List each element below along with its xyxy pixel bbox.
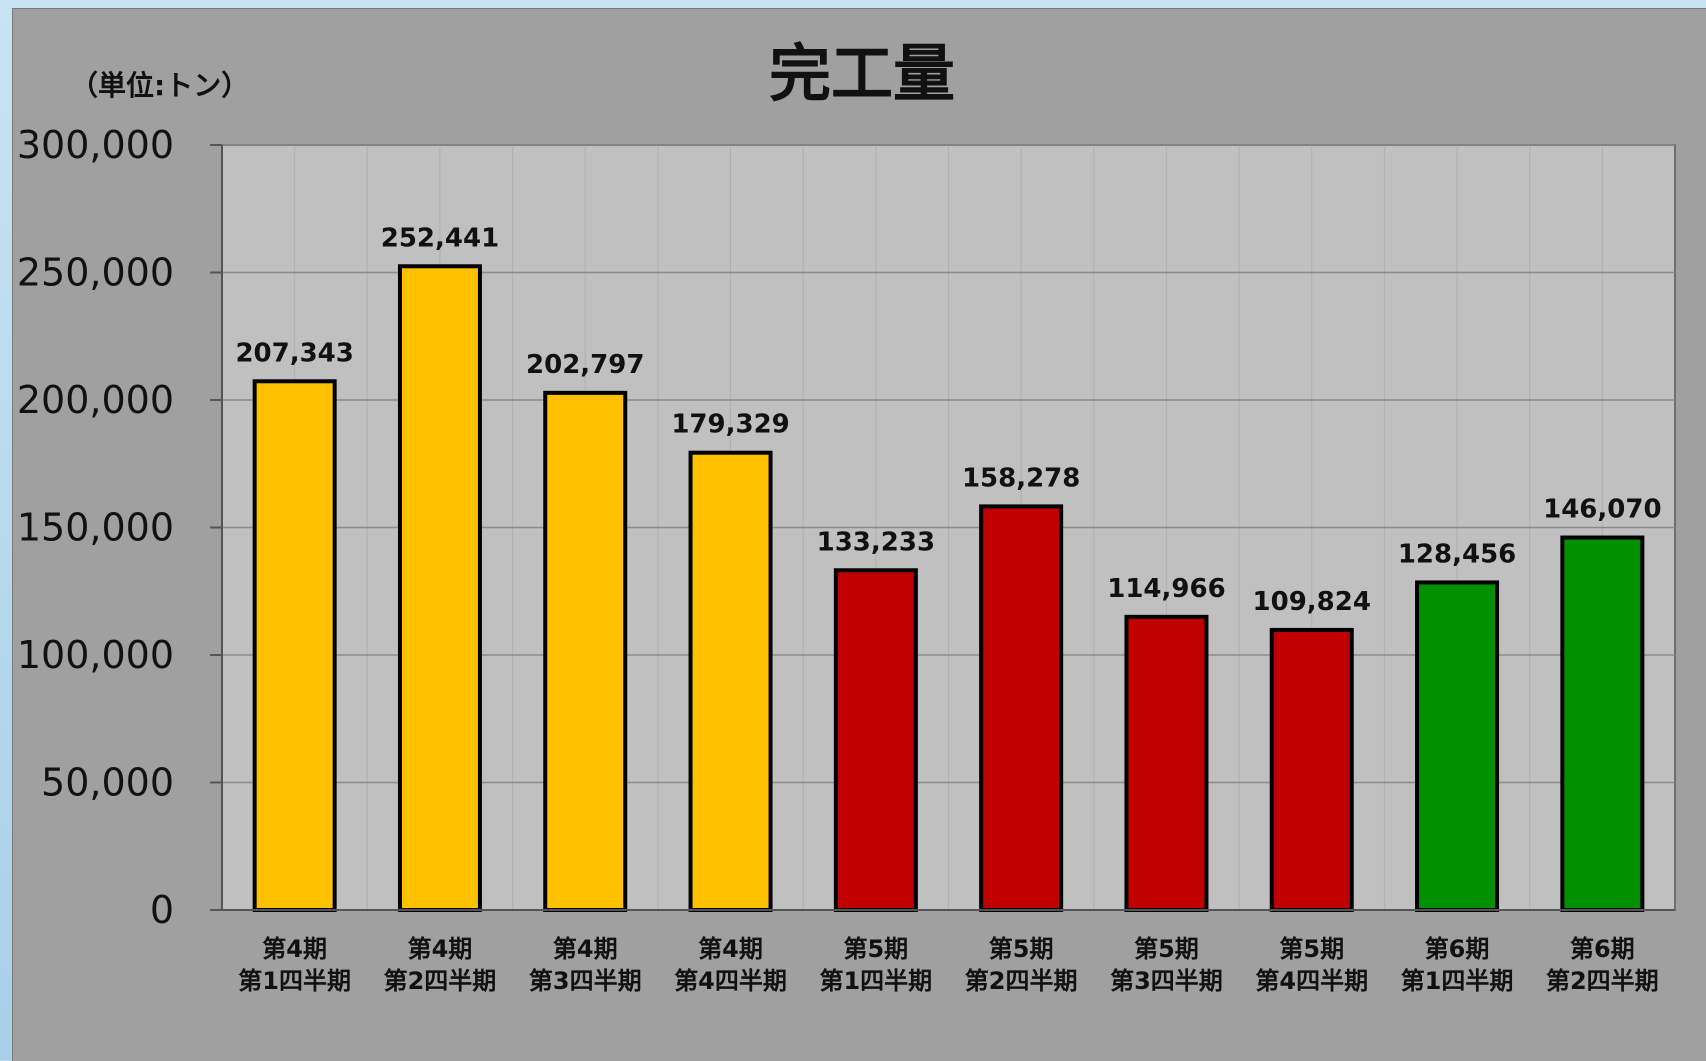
x-tick-label: 第2四半期 — [384, 967, 497, 995]
y-tick-label: 150,000 — [17, 506, 174, 550]
x-tick-label: 第4四半期 — [1255, 967, 1368, 995]
x-tick-label: 第6期 — [1425, 935, 1490, 963]
x-tick-label: 第2四半期 — [965, 967, 1078, 995]
x-tick-label: 第3四半期 — [529, 967, 642, 995]
y-tick-label: 100,000 — [17, 633, 174, 677]
data-label: 252,441 — [381, 223, 499, 253]
y-tick-label: 50,000 — [41, 761, 174, 805]
x-tick-label: 第4期 — [262, 935, 327, 963]
data-label: 114,966 — [1107, 574, 1225, 604]
data-label: 202,797 — [526, 350, 644, 380]
data-label: 133,233 — [817, 527, 935, 557]
bar — [1415, 580, 1500, 912]
bar — [1560, 535, 1645, 912]
x-tick-label: 第6期 — [1570, 935, 1635, 963]
x-tick-label: 第5期 — [989, 935, 1054, 963]
data-label: 158,278 — [962, 463, 1080, 493]
bar — [543, 390, 628, 912]
y-tick-label: 200,000 — [17, 378, 174, 422]
data-label: 146,070 — [1543, 495, 1661, 525]
chart-title: 完工量 — [769, 37, 955, 110]
y-axis: 0 50,000 100,000 150,000 200,000 250,000 300,0… — [17, 123, 223, 932]
bar — [1269, 627, 1354, 912]
bar — [252, 379, 337, 913]
unit-label: （単位:トン） — [70, 69, 249, 102]
x-tick-label: 第4四半期 — [674, 967, 787, 995]
bar — [1124, 614, 1209, 912]
x-tick-label: 第5期 — [843, 935, 908, 963]
y-tick-label: 250,000 — [17, 251, 174, 295]
x-tick-label: 第3四半期 — [1110, 967, 1223, 995]
x-tick-label: 第5期 — [1134, 935, 1199, 963]
bar — [833, 568, 918, 912]
x-tick-label: 第2四半期 — [1546, 967, 1659, 995]
x-tick-label: 第5期 — [1279, 935, 1344, 963]
data-label: 128,456 — [1398, 539, 1516, 569]
x-tick-label: 第1四半期 — [238, 967, 351, 995]
data-label: 109,824 — [1253, 587, 1371, 617]
x-tick-label: 第1四半期 — [1401, 967, 1514, 995]
x-tick-label: 第4期 — [408, 935, 473, 963]
bar — [979, 504, 1064, 912]
bar — [688, 450, 773, 912]
x-tick-label: 第4期 — [553, 935, 618, 963]
data-label: 207,343 — [235, 338, 353, 368]
y-tick-label: 0 — [150, 888, 174, 932]
bars: 207,343 252,441 202,797 179,329 133,233 158,2… — [235, 223, 1662, 913]
x-tick-label: 第4期 — [698, 935, 763, 963]
y-tick-label: 300,000 — [17, 123, 174, 167]
x-tick-label: 第1四半期 — [819, 967, 932, 995]
data-label: 179,329 — [671, 410, 789, 440]
bar — [397, 264, 482, 912]
